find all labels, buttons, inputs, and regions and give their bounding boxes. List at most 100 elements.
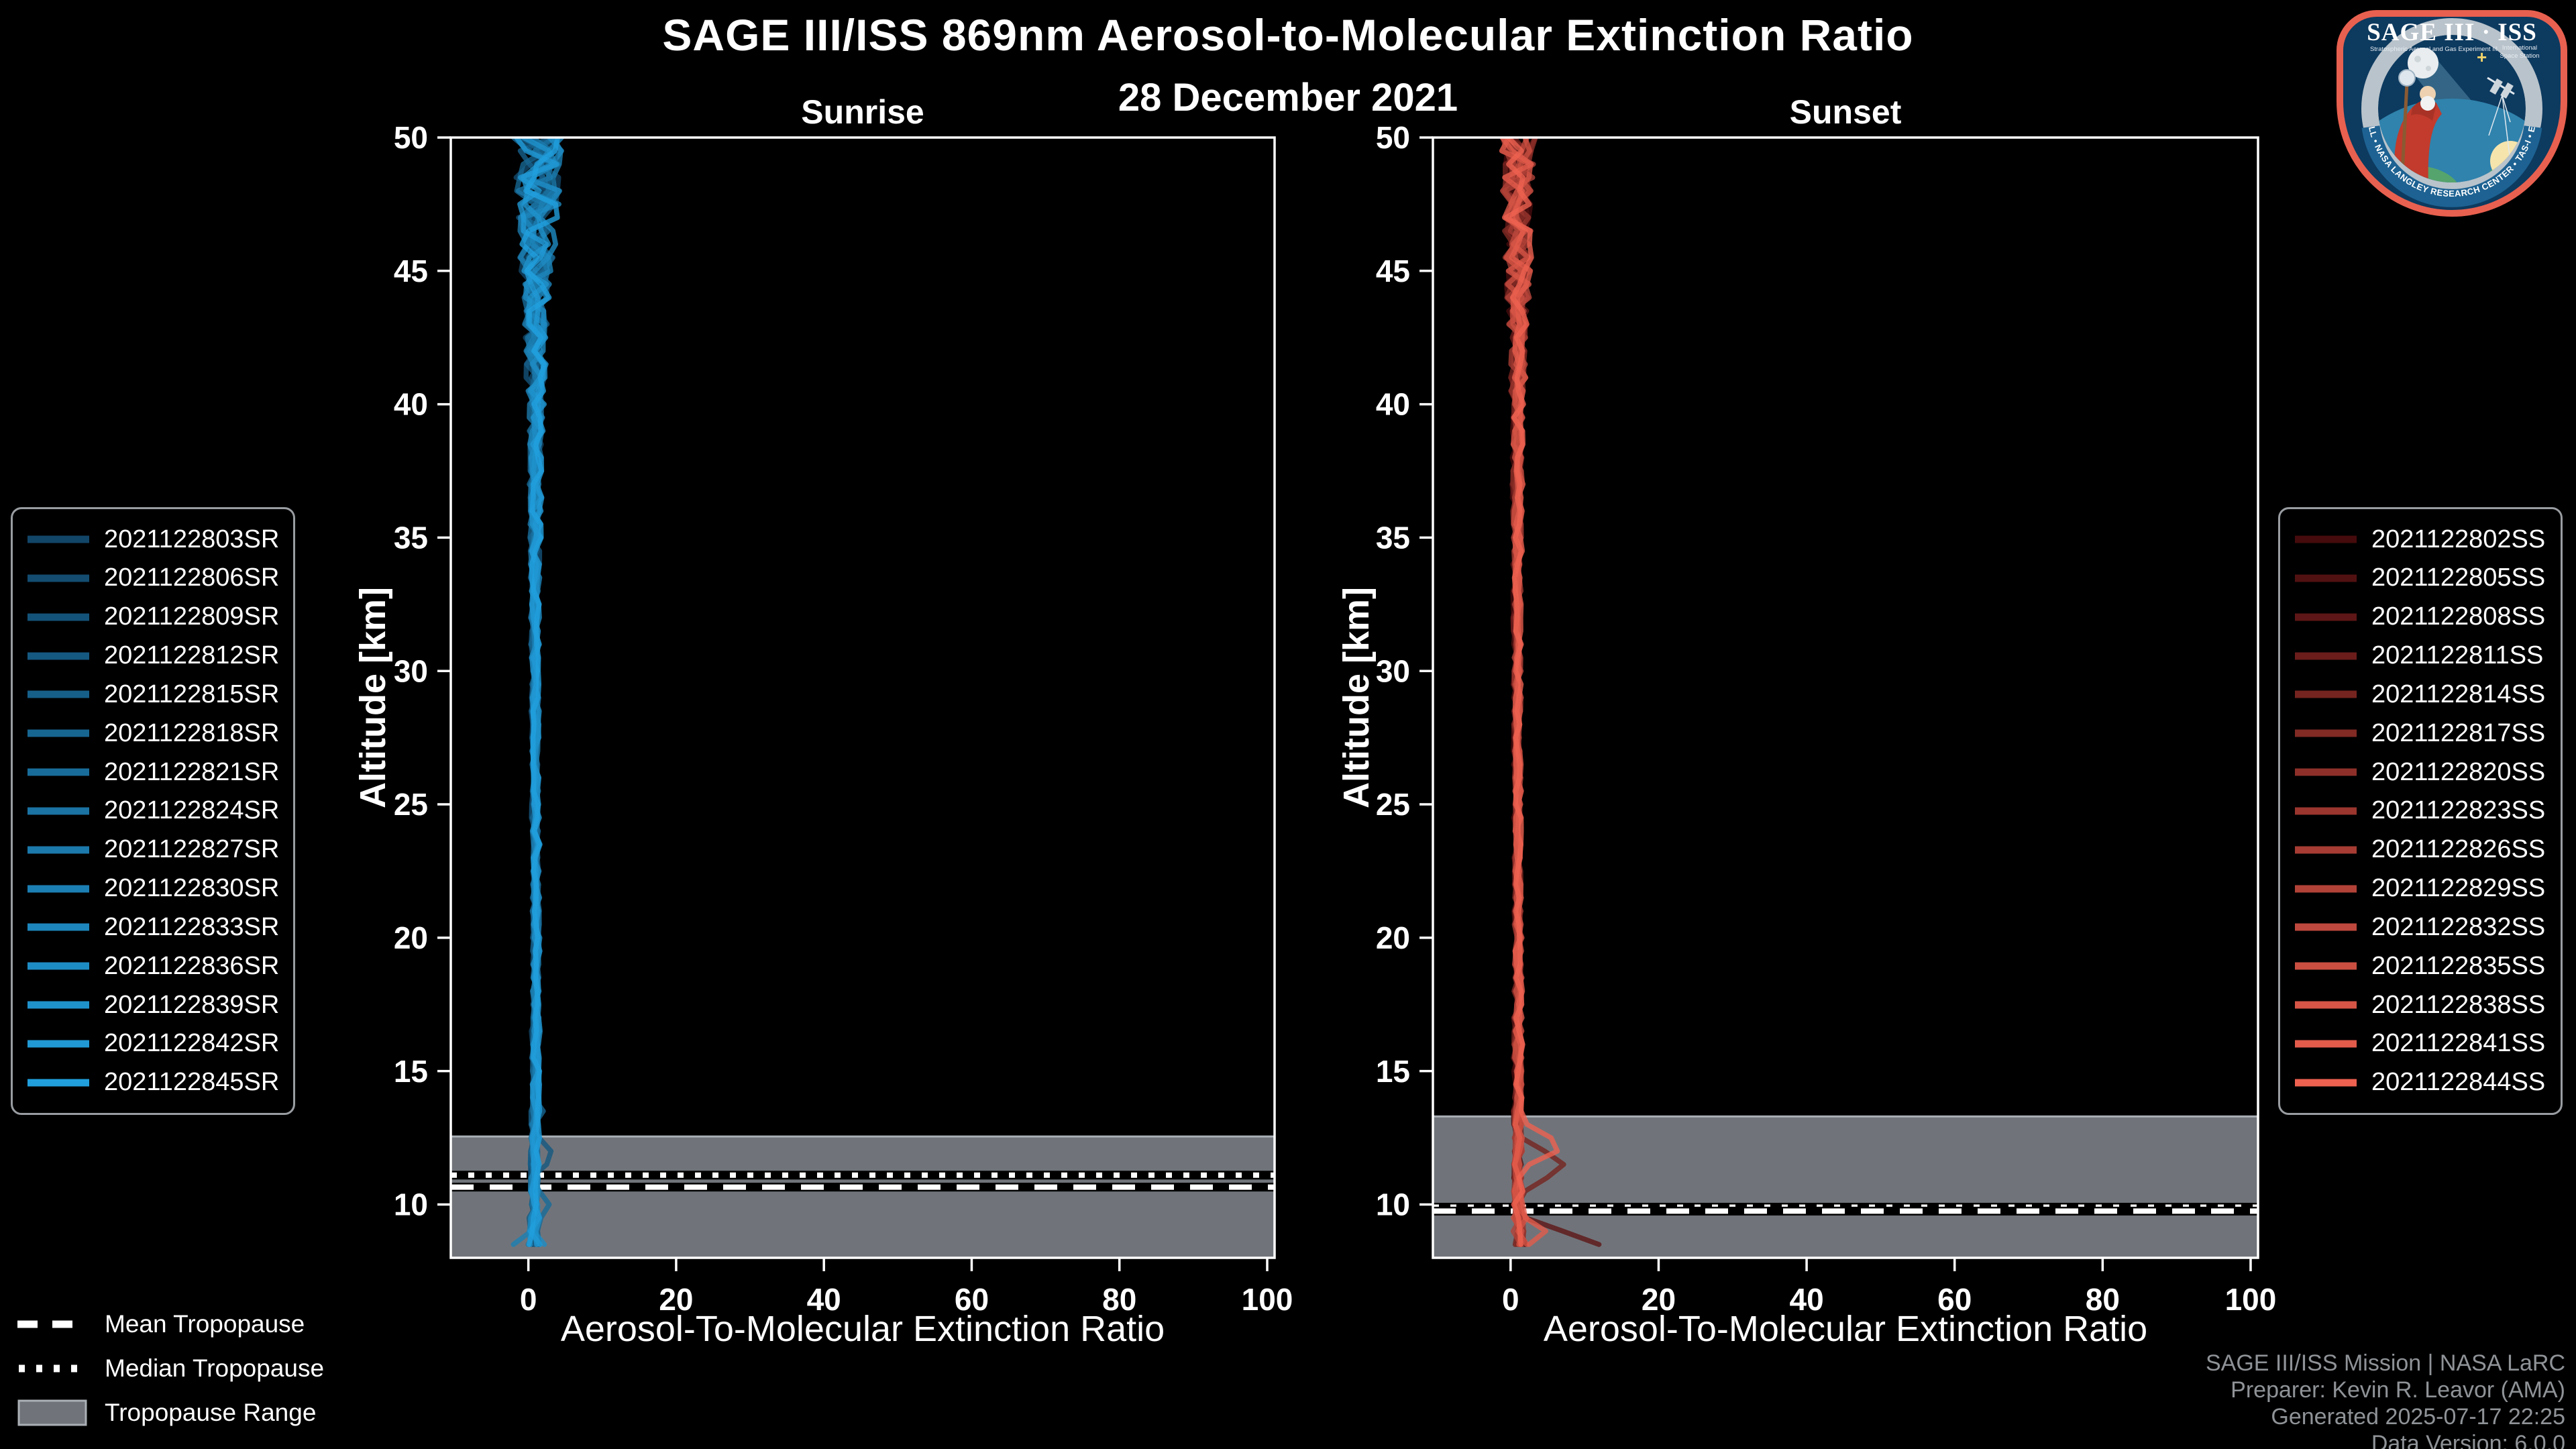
legend-line-swatch [28, 768, 89, 776]
legend-label: 2021122805SS [2371, 564, 2546, 592]
y-tick-label: 40 [394, 387, 428, 422]
tropopause-range-band [1433, 1116, 2258, 1258]
legend-item: 2021122827SR [28, 833, 280, 867]
legend-label: 2021122835SS [2371, 951, 2546, 980]
legend-line-swatch [2295, 923, 2357, 931]
legend-label: 2021122826SS [2371, 835, 2546, 864]
legend-label: 2021122812SR [104, 641, 280, 670]
legend-item: 2021122836SR [28, 949, 280, 983]
legend-line-swatch [2295, 807, 2357, 815]
x-tick-label: 0 [520, 1282, 537, 1317]
profile-line-2021122845SR [519, 138, 561, 1247]
sunrise-series-legend: 2021122803SR 2021122806SR 2021122809SR 2021… [11, 507, 295, 1115]
footer-data-version-line: Data Version: 6.0.0 [2371, 1431, 2565, 1449]
legend-item: 2021122809SR [28, 600, 279, 634]
y-tick-label: 15 [1376, 1054, 1410, 1089]
legend-item: 2021122826SS [2295, 833, 2546, 867]
x-tick-label: 40 [1789, 1282, 1823, 1317]
legend-label: 2021122814SS [2371, 680, 2546, 708]
legend-line-swatch [2295, 652, 2357, 660]
legend-item: 2021122815SR [28, 678, 279, 711]
legend-line-swatch [2295, 690, 2357, 698]
legend-line-swatch [28, 885, 89, 893]
x-tick-label: 60 [955, 1282, 989, 1317]
legend-item: 2021122802SS [2295, 523, 2546, 556]
legend-line-swatch [2295, 1001, 2357, 1009]
y-axis-label-sunrise: Altitude [km] [353, 587, 393, 808]
y-tick-label: 35 [394, 521, 428, 555]
x-tick-label: 80 [1102, 1282, 1136, 1317]
legend-item: 2021122829SS [2295, 872, 2546, 906]
legend-label: 2021122838SS [2371, 990, 2546, 1019]
legend-line-swatch [2295, 846, 2357, 854]
legend-item: 2021122806SR [28, 561, 279, 595]
footer-credits: SAGE III/ISS Mission | NASA LaRC Prepare… [2206, 1350, 2565, 1449]
legend-label: 2021122832SS [2371, 912, 2546, 941]
legend-item: 2021122830SR [28, 872, 279, 906]
legend-line-swatch [28, 846, 89, 854]
plot-area [451, 138, 1275, 1258]
legend-line-swatch [28, 807, 89, 815]
y-tick-label: 45 [1376, 254, 1410, 288]
legend-item: 2021122839SR [28, 988, 279, 1022]
legend-item: 2021122805SS [2295, 561, 2546, 595]
legend-label: 2021122829SS [2371, 874, 2546, 903]
legend-line-swatch [2295, 768, 2357, 776]
legend-label: 2021122836SR [104, 951, 280, 980]
y-tick-label: 50 [1376, 120, 1410, 155]
axes-frame [1432, 136, 2259, 1259]
legend-line-swatch [28, 962, 89, 970]
legend-item: 2021122833SR [28, 910, 279, 944]
logo-subtitle-left: Stratospheric Aerosol and Gas Experiment… [2370, 46, 2498, 53]
sunset-extinction-chart: 0 20 40 60 80 100 10 15 20 25 30 35 40 45 50 [1376, 120, 2277, 1317]
legend-item: 2021122803SR [28, 523, 280, 556]
legend-label: 2021122820SS [2371, 757, 2546, 786]
axis-tick-labels: 0 20 40 60 80 100 10 15 20 25 30 35 40 45 50 [1376, 120, 2277, 1317]
legend-item: 2021122821SR [28, 755, 279, 789]
legend-item: 2021122814SS [2295, 678, 2546, 711]
legend-line-swatch [28, 923, 89, 931]
legend-item: 2021122820SS [2295, 755, 2546, 789]
ring-bottom-band [2361, 125, 2542, 207]
date-subtitle: 28 December 2021 [1118, 76, 1458, 119]
sunrise-extinction-chart: 0 20 40 60 80 100 10 15 20 25 30 35 40 45 50 [394, 120, 1293, 1317]
legend-label: 2021122845SR [104, 1068, 280, 1097]
legend-item: 2021122812SR [28, 639, 280, 673]
tropopause-legend: Mean Tropopause Median Tropopause Tropop… [17, 1307, 324, 1430]
legend-line-swatch [28, 729, 89, 737]
y-tick-label: 30 [1376, 653, 1410, 688]
legend-line-swatch [28, 1001, 89, 1009]
x-axis-label-sunrise: Aerosol-To-Molecular Extinction Ratio [560, 1309, 1165, 1349]
y-axis-label-sunset: Altitude [km] [1336, 587, 1377, 808]
legend-label: 2021122818SR [104, 718, 280, 747]
legend-label: 2021122827SR [104, 835, 280, 864]
legend-item: 2021122842SR [28, 1027, 279, 1061]
legend-item: 2021122838SS [2295, 988, 2546, 1022]
y-tick-label: 35 [1376, 521, 1410, 555]
y-tick-label: 15 [394, 1054, 428, 1089]
y-tick-label: 10 [1376, 1187, 1410, 1222]
legend-label: Mean Tropopause [105, 1310, 305, 1338]
sunset-series-legend: 2021122802SS 2021122805SS 2021122808SS 2021… [2278, 507, 2563, 1115]
logo-subtitle-right-1: International [2502, 44, 2537, 52]
legend-label: Median Tropopause [105, 1354, 325, 1382]
legend-label: 2021122802SS [2371, 525, 2546, 553]
legend-line-swatch [2295, 729, 2357, 737]
legend-item: 2021122835SS [2295, 949, 2546, 983]
sage-figure [2394, 69, 2442, 182]
y-tick-label: 25 [1376, 787, 1410, 822]
legend-label: 2021122803SR [104, 525, 280, 553]
panel-title-sunset: Sunset [1789, 93, 1902, 131]
y-tick-label: 20 [394, 920, 428, 955]
legend-line-swatch [28, 1079, 89, 1087]
y-tick-label: 20 [1376, 920, 1410, 955]
y-tick-label: 50 [394, 120, 428, 155]
legend-line-swatch [28, 690, 89, 698]
legend-item: 2021122808SS [2295, 600, 2546, 634]
sage-iii-iss-mission-patch-logo: +++ BALL • NASA LANGLEY RESEARCH CENTER … [2334, 8, 2567, 217]
legend-label: 2021122824SR [104, 796, 280, 825]
legend-line-swatch [28, 574, 89, 582]
logo-title: SAGE III · ISS [2367, 19, 2537, 46]
legend-line-swatch [2295, 962, 2357, 970]
legend-line-swatch [28, 613, 89, 621]
